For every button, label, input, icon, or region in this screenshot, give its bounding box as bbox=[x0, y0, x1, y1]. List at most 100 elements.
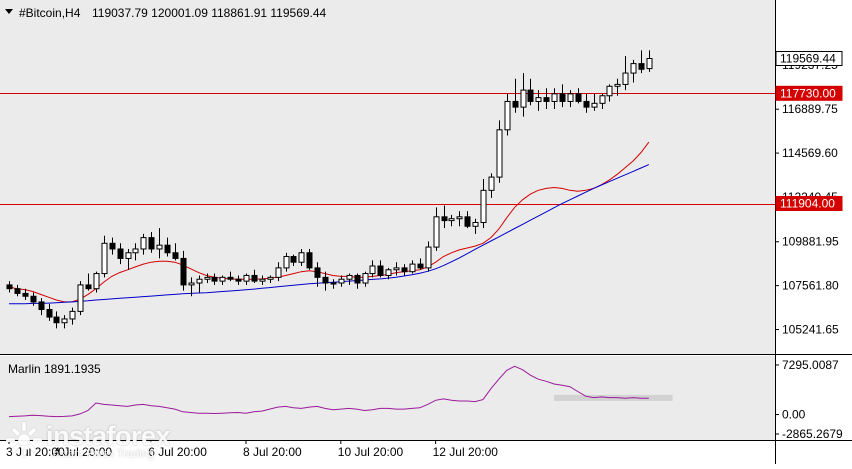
candle-body bbox=[393, 267, 400, 271]
candle bbox=[614, 78, 621, 96]
price-tick-label: 109881.95 bbox=[782, 235, 839, 249]
menu-triangle-icon[interactable] bbox=[5, 9, 13, 14]
candle-body bbox=[275, 267, 282, 278]
candle-body bbox=[30, 295, 37, 303]
chart-header: #Bitcoin,H4 119037.79 120001.09 118861.9… bbox=[5, 6, 327, 20]
candle-body bbox=[527, 89, 534, 102]
candle-body bbox=[472, 221, 479, 227]
candle-body bbox=[520, 89, 527, 108]
indicator-tick-label: -2865.2679 bbox=[782, 427, 843, 441]
candle-body bbox=[583, 100, 590, 108]
candle-body bbox=[243, 274, 250, 282]
candle bbox=[472, 218, 479, 234]
candle-body bbox=[283, 256, 290, 269]
candle bbox=[433, 207, 440, 251]
candle-body bbox=[46, 308, 53, 318]
candle-body bbox=[543, 97, 550, 102]
candle-body bbox=[433, 216, 440, 248]
indicator-line bbox=[8, 365, 649, 418]
candle-body bbox=[61, 318, 68, 324]
indicator-tick-label: 7295.0087 bbox=[782, 358, 839, 372]
candle bbox=[606, 84, 613, 102]
candle-body bbox=[346, 274, 353, 280]
candle-body bbox=[575, 93, 582, 102]
candle bbox=[125, 248, 132, 270]
candle-body bbox=[22, 292, 29, 297]
candle-body bbox=[401, 267, 408, 273]
candle-body bbox=[567, 93, 574, 102]
candle-body bbox=[172, 252, 179, 259]
candle bbox=[322, 271, 329, 291]
candle bbox=[251, 269, 258, 284]
candle bbox=[417, 258, 424, 270]
candle bbox=[267, 275, 274, 284]
candle-body bbox=[109, 242, 116, 250]
candle bbox=[69, 307, 76, 325]
candle-body bbox=[164, 244, 171, 254]
candle-body bbox=[354, 274, 361, 284]
candle-body bbox=[180, 257, 187, 286]
price-tick-label: 105241.65 bbox=[782, 323, 839, 337]
candle-body bbox=[267, 276, 274, 280]
candle bbox=[30, 292, 37, 306]
candle bbox=[117, 243, 124, 265]
candle bbox=[543, 88, 550, 110]
time-tick-label: 3 Jul 20:00 bbox=[6, 445, 65, 459]
level-price-tag: 117730.00 bbox=[775, 85, 843, 101]
candle-body bbox=[330, 282, 337, 285]
price-tick-label: 107561.80 bbox=[782, 279, 839, 293]
level-price-tag-text: 117730.00 bbox=[780, 86, 836, 100]
candle bbox=[243, 273, 250, 285]
time-tick-label: 8 Jul 20:00 bbox=[243, 445, 302, 459]
candle-body bbox=[156, 244, 163, 250]
candle-body bbox=[646, 58, 653, 70]
level-price-tag-box bbox=[775, 85, 843, 101]
indicator-label: Marlin 1891.1935 bbox=[8, 362, 101, 376]
candle bbox=[646, 50, 653, 72]
candle bbox=[140, 233, 147, 255]
candle-body bbox=[259, 278, 266, 282]
candle-body bbox=[38, 301, 45, 310]
candle bbox=[235, 275, 242, 285]
candle bbox=[369, 260, 376, 278]
candle-body bbox=[622, 72, 629, 85]
candle bbox=[109, 237, 116, 255]
candle-body bbox=[417, 263, 424, 269]
candle-body bbox=[591, 102, 598, 108]
candle-body bbox=[480, 189, 487, 223]
candle-body bbox=[425, 246, 432, 269]
candle bbox=[211, 273, 218, 285]
candle bbox=[85, 273, 92, 291]
candle-body bbox=[630, 63, 637, 74]
watermark-name: instaforex bbox=[46, 421, 171, 451]
candle-body bbox=[559, 93, 566, 102]
candle-body bbox=[196, 278, 203, 284]
candle-body bbox=[448, 218, 455, 222]
candle-body bbox=[409, 263, 416, 273]
candle bbox=[14, 284, 21, 297]
candle bbox=[567, 90, 574, 108]
candle bbox=[219, 275, 226, 285]
candle bbox=[512, 78, 519, 113]
candle bbox=[377, 260, 384, 278]
candle-body bbox=[464, 216, 471, 227]
candle-body bbox=[599, 95, 606, 104]
candle-body bbox=[140, 237, 147, 250]
candle-body bbox=[117, 248, 124, 259]
candle bbox=[575, 88, 582, 104]
candle bbox=[188, 277, 195, 297]
candle bbox=[196, 275, 203, 293]
candle bbox=[362, 271, 369, 287]
candle bbox=[480, 178, 487, 229]
candle bbox=[283, 252, 290, 272]
slow-ma-line bbox=[9, 164, 650, 305]
candle-body bbox=[535, 97, 542, 102]
candle bbox=[527, 78, 534, 106]
candle-body bbox=[125, 252, 132, 259]
candle-body bbox=[441, 216, 448, 222]
candle-body bbox=[385, 269, 392, 276]
candle bbox=[290, 254, 297, 266]
candle bbox=[448, 214, 455, 227]
candle bbox=[330, 279, 337, 289]
